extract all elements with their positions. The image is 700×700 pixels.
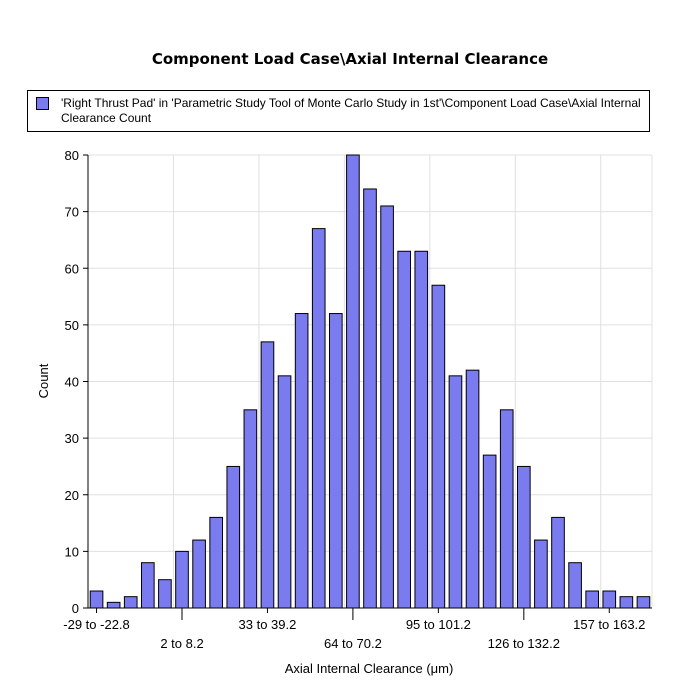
bar-13 [311, 228, 326, 609]
bar-30 [602, 590, 617, 609]
y-tick-label-20: 20 [65, 488, 79, 503]
bar-15 [346, 154, 360, 609]
bar-2 [123, 596, 138, 609]
bar-20 [431, 284, 446, 609]
bar-23 [482, 454, 497, 609]
x-tick-label-10: 33 to 39.2 [239, 617, 297, 632]
bar-18 [397, 250, 412, 609]
x-tick-label-0: -29 to -22.8 [63, 617, 130, 632]
legend: 'Right Thrust Pad' in 'Parametric Study … [27, 90, 650, 132]
bar-12 [294, 313, 309, 609]
bar-9 [243, 409, 258, 609]
bar-4 [158, 579, 172, 609]
bar-21 [448, 375, 463, 609]
bar-6 [192, 539, 206, 609]
y-tick-label-30: 30 [65, 431, 79, 446]
bar-1 [106, 601, 121, 609]
bar-27 [551, 516, 565, 609]
y-tick-label-80: 80 [65, 148, 79, 163]
bar-3 [140, 562, 155, 609]
y-tick-label-10: 10 [65, 544, 79, 559]
bar-32 [636, 596, 651, 609]
bar-31 [619, 596, 634, 609]
y-tick-label-50: 50 [65, 318, 79, 333]
x-tick-label-20: 95 to 101.2 [406, 617, 471, 632]
bar-10 [260, 341, 275, 609]
bar-14 [328, 313, 343, 609]
bar-24 [499, 409, 514, 609]
y-axis-title: Count [36, 363, 51, 398]
x-tick-labels: -29 to -22.8 2 to 8.2 33 to 39.2 64 to 70.2… [63, 608, 645, 651]
bar-11 [277, 375, 292, 609]
bar-25 [516, 465, 531, 609]
bar-5 [175, 550, 189, 609]
bar-19 [414, 250, 429, 609]
bar-0 [89, 590, 104, 609]
y-tick-label-0: 0 [72, 601, 79, 616]
bar-17 [380, 205, 394, 609]
x-tick-label-30: 157 to 163.2 [573, 617, 645, 632]
y-tick-label-70: 70 [65, 205, 79, 220]
x-tick-label-5: 2 to 8.2 [160, 636, 203, 651]
bar-22 [465, 369, 480, 609]
x-tick-label-25: 126 to 132.2 [488, 636, 560, 651]
bar-26 [534, 539, 548, 609]
bar-7 [209, 516, 224, 609]
legend-label: 'Right Thrust Pad' in 'Parametric Study … [61, 96, 641, 125]
x-tick-label-15: 64 to 70.2 [324, 636, 382, 651]
chart-title: Component Load Case\Axial Internal Clear… [151, 50, 549, 68]
bar-16 [363, 188, 377, 609]
y-tick-labels: 0 10 20 30 40 50 60 70 80 [65, 148, 88, 616]
bar-29 [585, 590, 600, 609]
bar-8 [226, 465, 241, 609]
y-tick-label-60: 60 [65, 261, 79, 276]
bar-28 [568, 562, 582, 609]
x-axis-title: Axial Internal Clearance (μm) [285, 661, 454, 676]
y-tick-label-40: 40 [65, 375, 79, 390]
bars [89, 154, 651, 609]
legend-swatch [36, 97, 49, 110]
